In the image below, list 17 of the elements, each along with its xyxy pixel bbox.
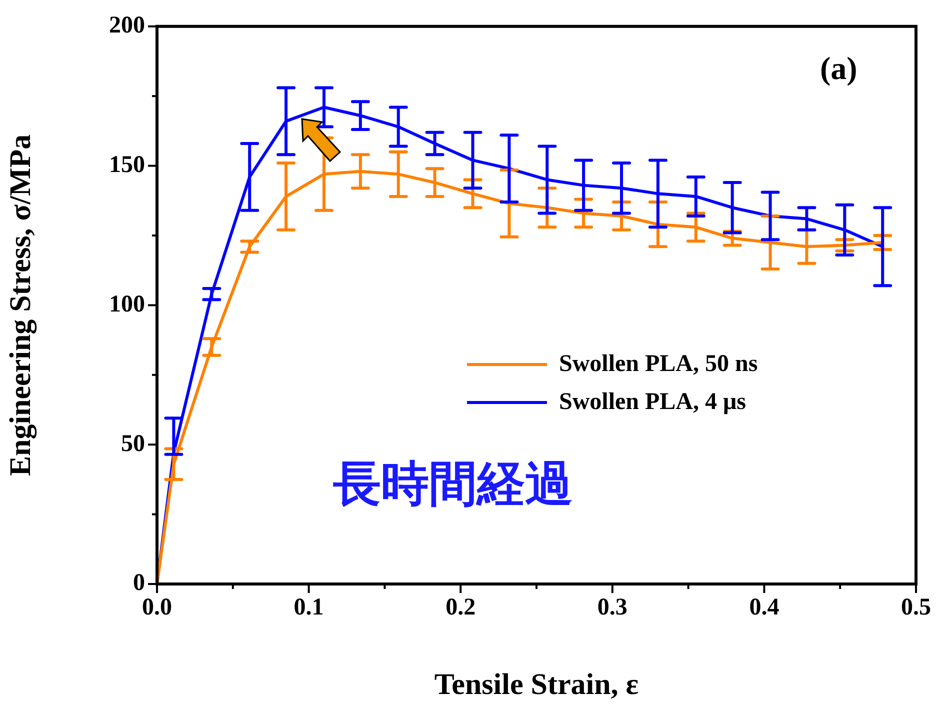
y-tick-label: 200 bbox=[109, 12, 145, 39]
y-axis-title: Engineering Stress, σ/MPa bbox=[4, 134, 37, 476]
y-tick-label: 150 bbox=[109, 152, 145, 178]
legend-label: Swollen PLA, 4 μs bbox=[559, 388, 746, 416]
x-tick-label: 0.3 bbox=[597, 594, 628, 621]
x-tick-label: 0.5 bbox=[901, 594, 931, 621]
x-tick-label: 0.0 bbox=[142, 594, 172, 621]
annotation: (a) bbox=[820, 50, 858, 87]
x-axis-title: Tensile Strain, ε bbox=[434, 668, 639, 701]
y-tick-label: 0 bbox=[133, 570, 145, 596]
annotation: 長時間経過 bbox=[333, 455, 573, 514]
y-tick-label: 100 bbox=[109, 291, 145, 318]
y-tick-label: 50 bbox=[121, 430, 145, 457]
x-tick-label: 0.2 bbox=[446, 594, 476, 621]
x-tick-label: 0.1 bbox=[294, 594, 324, 621]
legend-label: Swollen PLA, 50 ns bbox=[559, 350, 758, 378]
x-tick-label: 0.4 bbox=[749, 594, 780, 621]
